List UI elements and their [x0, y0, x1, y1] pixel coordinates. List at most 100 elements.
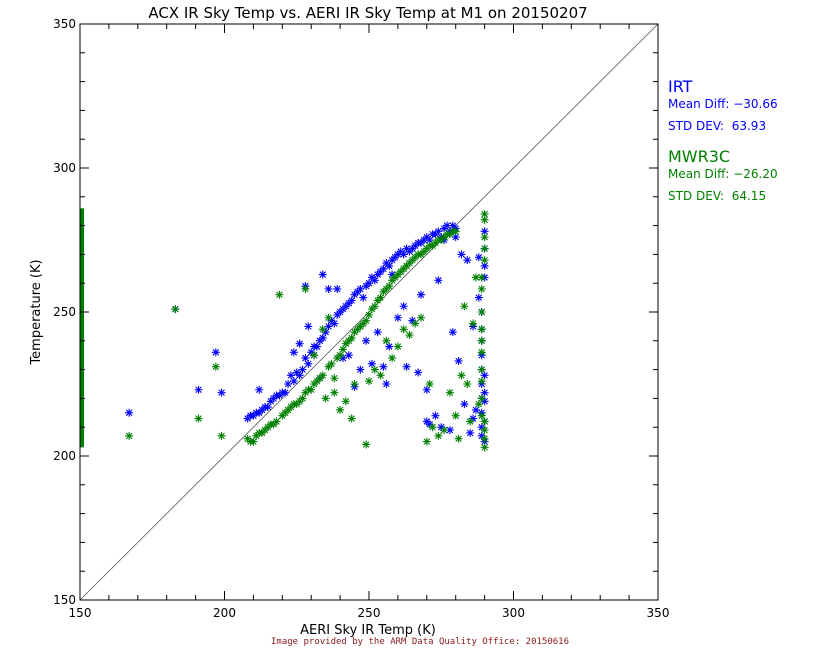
data-point	[286, 371, 295, 380]
data-point	[385, 342, 394, 351]
legend-mwr3c-name: MWR3C	[668, 147, 731, 166]
data-point	[477, 348, 486, 357]
data-point	[292, 368, 301, 377]
data-point	[318, 325, 327, 334]
data-point	[425, 380, 434, 388]
data-point	[266, 397, 275, 406]
data-point	[471, 273, 480, 282]
data-point	[405, 259, 414, 268]
data-point	[333, 284, 342, 293]
data-point	[477, 377, 486, 386]
data-point	[318, 371, 327, 380]
data-point	[399, 302, 408, 311]
data-point	[249, 411, 258, 420]
data-point	[434, 276, 443, 285]
data-point	[376, 371, 385, 380]
data-point	[341, 397, 350, 406]
data-point	[422, 385, 431, 394]
x-axis-label: AERI Sky IR Temp (K)	[300, 623, 436, 638]
data-point	[451, 411, 460, 420]
data-point	[315, 374, 324, 383]
data-point	[466, 417, 475, 426]
data-point	[437, 423, 446, 432]
data-point	[419, 236, 428, 244]
series-edge-band	[80, 208, 84, 448]
data-point	[379, 287, 388, 296]
data-point	[451, 233, 460, 242]
data-point	[324, 284, 333, 293]
data-point	[370, 276, 379, 285]
data-point	[310, 380, 319, 388]
data-point	[434, 227, 443, 236]
data-point	[330, 374, 339, 383]
data-point	[477, 308, 486, 316]
data-point	[393, 250, 402, 259]
data-point	[408, 316, 417, 325]
data-point	[460, 400, 469, 409]
data-point	[414, 368, 423, 377]
data-point	[281, 388, 290, 397]
data-point	[365, 279, 373, 288]
data-point	[289, 348, 298, 357]
data-point	[419, 247, 428, 256]
data-point	[480, 215, 489, 224]
data-point	[321, 328, 330, 337]
data-point	[376, 293, 385, 302]
data-point	[275, 290, 284, 299]
data-point	[194, 414, 203, 423]
data-point	[422, 244, 431, 253]
y-tick-label: 250	[53, 305, 76, 319]
data-point	[315, 336, 324, 345]
y-tick-label: 350	[53, 17, 76, 31]
data-point	[243, 414, 252, 423]
data-point	[477, 423, 486, 432]
data-point	[448, 221, 457, 230]
data-point	[356, 284, 365, 293]
data-point	[480, 227, 489, 236]
data-point	[443, 221, 452, 230]
data-point	[417, 313, 426, 322]
data-point	[417, 238, 426, 247]
data-point	[370, 365, 379, 374]
data-point	[440, 426, 449, 435]
data-point	[318, 333, 327, 342]
data-point	[333, 310, 342, 319]
data-point	[344, 299, 353, 308]
data-point	[321, 394, 330, 403]
data-point	[448, 328, 457, 337]
data-point	[385, 261, 394, 270]
data-point	[312, 377, 321, 386]
data-point	[295, 371, 304, 380]
data-point	[388, 354, 397, 363]
data-point	[255, 408, 264, 417]
x-tick-label: 200	[213, 606, 236, 620]
data-point	[284, 380, 293, 388]
data-point	[480, 210, 489, 219]
data-point	[477, 411, 486, 420]
data-point	[289, 377, 298, 386]
data-point	[428, 241, 437, 250]
data-point	[417, 290, 426, 299]
data-point	[411, 241, 420, 250]
data-point	[255, 385, 264, 394]
data-point	[477, 394, 486, 403]
data-point	[445, 426, 454, 435]
data-point	[440, 233, 449, 242]
data-point	[480, 371, 489, 380]
data-point	[399, 325, 408, 334]
data-point	[388, 276, 397, 285]
data-point	[469, 319, 478, 328]
data-point	[272, 417, 281, 426]
data-point	[480, 233, 489, 242]
data-point	[480, 244, 489, 253]
y-axis-label: Temperature (K)	[29, 259, 44, 365]
data-point	[292, 400, 301, 409]
data-point	[376, 267, 385, 276]
data-point	[373, 270, 382, 279]
data-point	[353, 287, 362, 296]
x-tick-label: 350	[647, 606, 670, 620]
data-point	[445, 388, 454, 397]
data-point	[393, 270, 402, 279]
data-point	[471, 405, 480, 414]
legend-irt-name: IRT	[668, 77, 693, 96]
